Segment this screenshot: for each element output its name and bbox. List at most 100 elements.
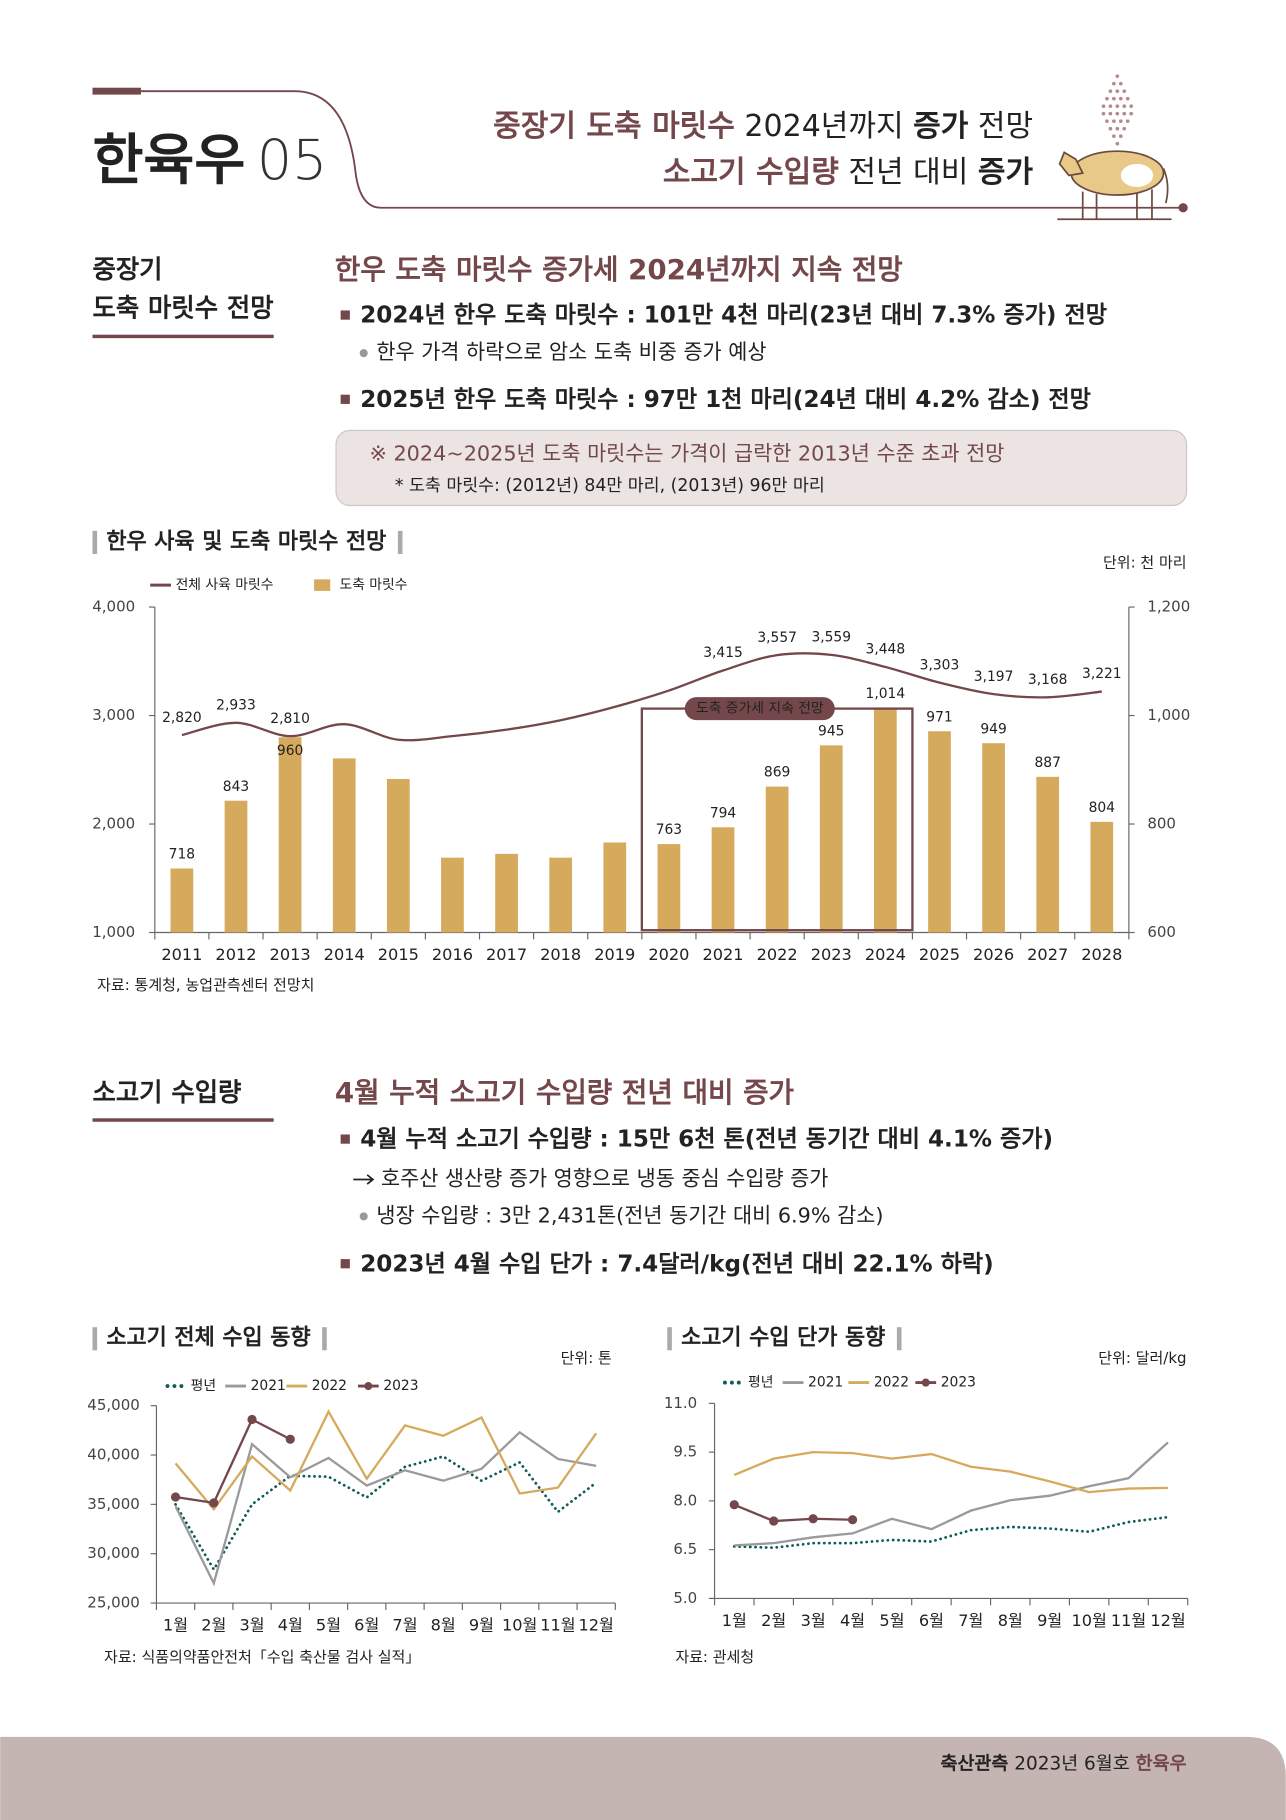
legend-swatch (921, 1378, 930, 1387)
y-tick-label: 11.0 (664, 1394, 697, 1412)
y-tick-label: 2,000 (92, 815, 135, 833)
data-label: 3,221 (1082, 666, 1122, 682)
bar (386, 778, 410, 933)
x-tick-label: 2027 (1027, 945, 1068, 964)
title-number: 05 (257, 129, 327, 193)
point-marker (847, 1515, 858, 1525)
bar (657, 844, 681, 933)
data-label: 949 (980, 721, 1006, 737)
x-tick-label: 2012 (215, 945, 256, 964)
x-tick-label: 2020 (648, 945, 689, 964)
x-tick-label: 2015 (378, 945, 419, 964)
x-tick-label: 8월 (431, 1616, 456, 1635)
y2-tick-label: 800 (1147, 815, 1176, 833)
legend-label: 전체 사육 마릿수 (176, 577, 274, 593)
legend-label: 평년 (748, 1375, 773, 1391)
x-tick-label: 2022 (757, 945, 798, 964)
y-tick-label: 40,000 (87, 1446, 140, 1464)
x-tick-label: 12월 (1150, 1611, 1185, 1630)
headline-part: 소고기 수입량 (663, 155, 839, 190)
x-tick-label: 5월 (879, 1611, 904, 1630)
series-line (733, 1450, 1169, 1494)
headline-part: 전년 대비 (839, 155, 978, 190)
pattern-dot (1112, 96, 1116, 101)
x-tick-label: 2월 (761, 1611, 786, 1630)
data-label: 3,415 (703, 645, 743, 661)
data-label: 718 (169, 847, 195, 863)
series-line (174, 1430, 597, 1587)
bar (711, 827, 735, 933)
chart-title: 한우 사육 및 도축 마릿수 전망 (106, 529, 386, 554)
bar (278, 737, 302, 933)
x-tick-label: 4월 (278, 1616, 303, 1635)
source-note: 자료: 식품의약품안전처「수입 축산물 검사 실적」 (104, 1648, 420, 1666)
pattern-dot (1108, 104, 1113, 109)
data-label: 3,448 (866, 642, 906, 658)
y2-tick-label: 600 (1147, 923, 1176, 941)
x-tick-label: 2016 (432, 945, 473, 964)
point-marker (170, 1492, 181, 1502)
data-label: 3,303 (920, 657, 960, 673)
x-tick-label: 11월 (540, 1616, 575, 1635)
section-underline (92, 334, 274, 339)
x-tick-label: 2014 (324, 945, 365, 964)
data-label: 2,933 (216, 697, 256, 713)
x-tick-label: 2013 (270, 945, 311, 964)
data-label: 2,820 (162, 710, 202, 726)
bar (549, 857, 573, 933)
x-tick-label: 6월 (354, 1616, 379, 1635)
legend-label: 2022 (312, 1378, 347, 1394)
data-label: 3,559 (811, 630, 851, 646)
chart-title: 소고기 전체 수입 동향 (106, 1326, 310, 1351)
pattern-dot (1101, 104, 1106, 109)
pattern-dot (1122, 104, 1127, 109)
series-line (733, 1503, 853, 1523)
bar (495, 853, 518, 933)
unit-label: 단위: 톤 (561, 1349, 612, 1367)
point-marker (729, 1500, 739, 1510)
headline-part: 증가 (913, 108, 969, 143)
bar (170, 868, 194, 933)
x-tick-label: 6월 (919, 1611, 944, 1630)
x-tick-label: 2026 (973, 945, 1014, 964)
bar (224, 800, 248, 933)
annotation-label: 도축 증가세 지속 전망 (696, 701, 824, 717)
headline-1: 중장기 도축 마릿수 2024년까지 증가 전망 (493, 108, 1033, 143)
pattern-dot (1112, 134, 1116, 139)
section-label: 중장기 (92, 254, 162, 284)
unit-label: 단위: 달러/kg (1098, 1349, 1186, 1367)
x-tick-label: 2024 (865, 945, 906, 964)
data-label: 3,168 (1028, 672, 1068, 688)
pattern-dot (1115, 126, 1120, 131)
bullet-dot (359, 1212, 368, 1221)
cow-illustration (1057, 150, 1172, 221)
legend-swatch (736, 1380, 741, 1385)
data-label: 945 (818, 724, 844, 740)
pattern-dot (1125, 119, 1130, 124)
x-tick-label: 2017 (486, 945, 527, 964)
data-label: 3,557 (757, 630, 797, 646)
headline-part: 전망 (968, 108, 1033, 143)
footer-band (0, 1736, 1286, 1820)
x-tick-label: 7월 (392, 1616, 417, 1635)
data-label: 794 (710, 805, 737, 821)
bullet-text: 4월 누적 소고기 수입량 : 15만 6천 톤(전년 동기간 대비 4.1% … (360, 1127, 1053, 1153)
bullet-text: 2024년 한우 도축 마릿수 : 101만 4천 마리(23년 대비 7.3%… (360, 303, 1107, 329)
x-tick-label: 4월 (840, 1611, 865, 1630)
x-tick-label: 1월 (722, 1611, 747, 1630)
page-title: 한육우 05 (92, 129, 327, 193)
x-tick-label: 1월 (163, 1616, 188, 1635)
series-line (734, 1441, 1169, 1547)
header-bar (92, 87, 141, 95)
y-tick-label: 4,000 (92, 598, 135, 616)
y2-tick-label: 1,000 (1147, 706, 1190, 724)
x-tick-label: 3월 (801, 1611, 826, 1630)
pattern-dot (1108, 111, 1113, 116)
y-tick-label: 35,000 (87, 1495, 140, 1513)
y-tick-label: 6.5 (673, 1540, 697, 1558)
bullet-dot (359, 349, 368, 358)
data-label: 1,014 (866, 686, 906, 702)
legend-swatch (729, 1380, 734, 1385)
